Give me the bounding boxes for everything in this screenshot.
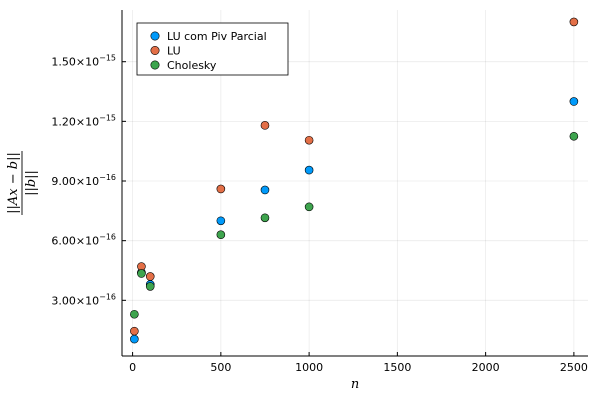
data-point-lu <box>145 272 155 281</box>
data-point-cholesky <box>130 309 139 319</box>
y-axis-label-denominator: ||b|| <box>24 170 39 196</box>
legend-label-lu-com-piv-parcial: LU com Piv Parcial <box>167 30 267 43</box>
legend-label-lu: LU <box>167 45 181 58</box>
data-point-cholesky <box>304 202 314 212</box>
data-point-lu-com-piv-parcial <box>260 185 270 195</box>
x-tick-label: 2000 <box>472 361 500 374</box>
data-point-lu <box>216 184 226 194</box>
legend-label-cholesky: Cholesky <box>167 59 217 72</box>
data-point-lu <box>130 326 139 336</box>
x-tick-label: 2500 <box>560 361 588 374</box>
x-tick-label: 0 <box>129 361 136 374</box>
x-axis-label: n <box>351 377 359 392</box>
data-point-cholesky <box>216 230 226 240</box>
y-tick-label: 9.00×10−16 <box>51 173 116 188</box>
x-tick-label: 1000 <box>295 361 323 374</box>
data-point-cholesky <box>569 131 579 141</box>
legend-marker-lu <box>150 45 160 55</box>
data-point-lu-com-piv-parcial <box>304 165 314 175</box>
data-points <box>130 17 579 344</box>
y-tick-label: 3.00×10−16 <box>51 292 116 307</box>
y-axis-label: ||Ax − b|| ||b|| <box>6 151 39 215</box>
y-tick-label: 1.20×10−15 <box>51 113 116 128</box>
data-point-lu <box>260 121 270 130</box>
y-tick-label: 6.00×10−16 <box>51 233 116 248</box>
legend-marker-lu-com-piv-parcial <box>150 31 160 41</box>
y-tick-label: 1.50×10−15 <box>51 54 116 69</box>
y-axis-label-numerator: ||Ax − b|| <box>6 152 21 214</box>
x-tick-label: 500 <box>210 361 231 374</box>
data-point-cholesky <box>137 269 146 278</box>
data-point-cholesky <box>145 282 155 291</box>
data-point-lu <box>304 135 314 145</box>
data-point-lu-com-piv-parcial <box>569 97 579 106</box>
data-point-lu-com-piv-parcial <box>130 334 139 344</box>
x-tick-label: 1500 <box>383 361 411 374</box>
ticks: 0 500 1000 1500 2000 2500 3.00×10−16 6.00×10−16… <box>51 54 587 374</box>
axes-frame <box>121 10 588 357</box>
data-point-cholesky <box>260 213 270 223</box>
data-point-lu <box>569 17 579 27</box>
legend-box <box>136 22 289 76</box>
data-point-lu-com-piv-parcial <box>216 216 226 226</box>
legend-marker-cholesky <box>150 60 160 70</box>
